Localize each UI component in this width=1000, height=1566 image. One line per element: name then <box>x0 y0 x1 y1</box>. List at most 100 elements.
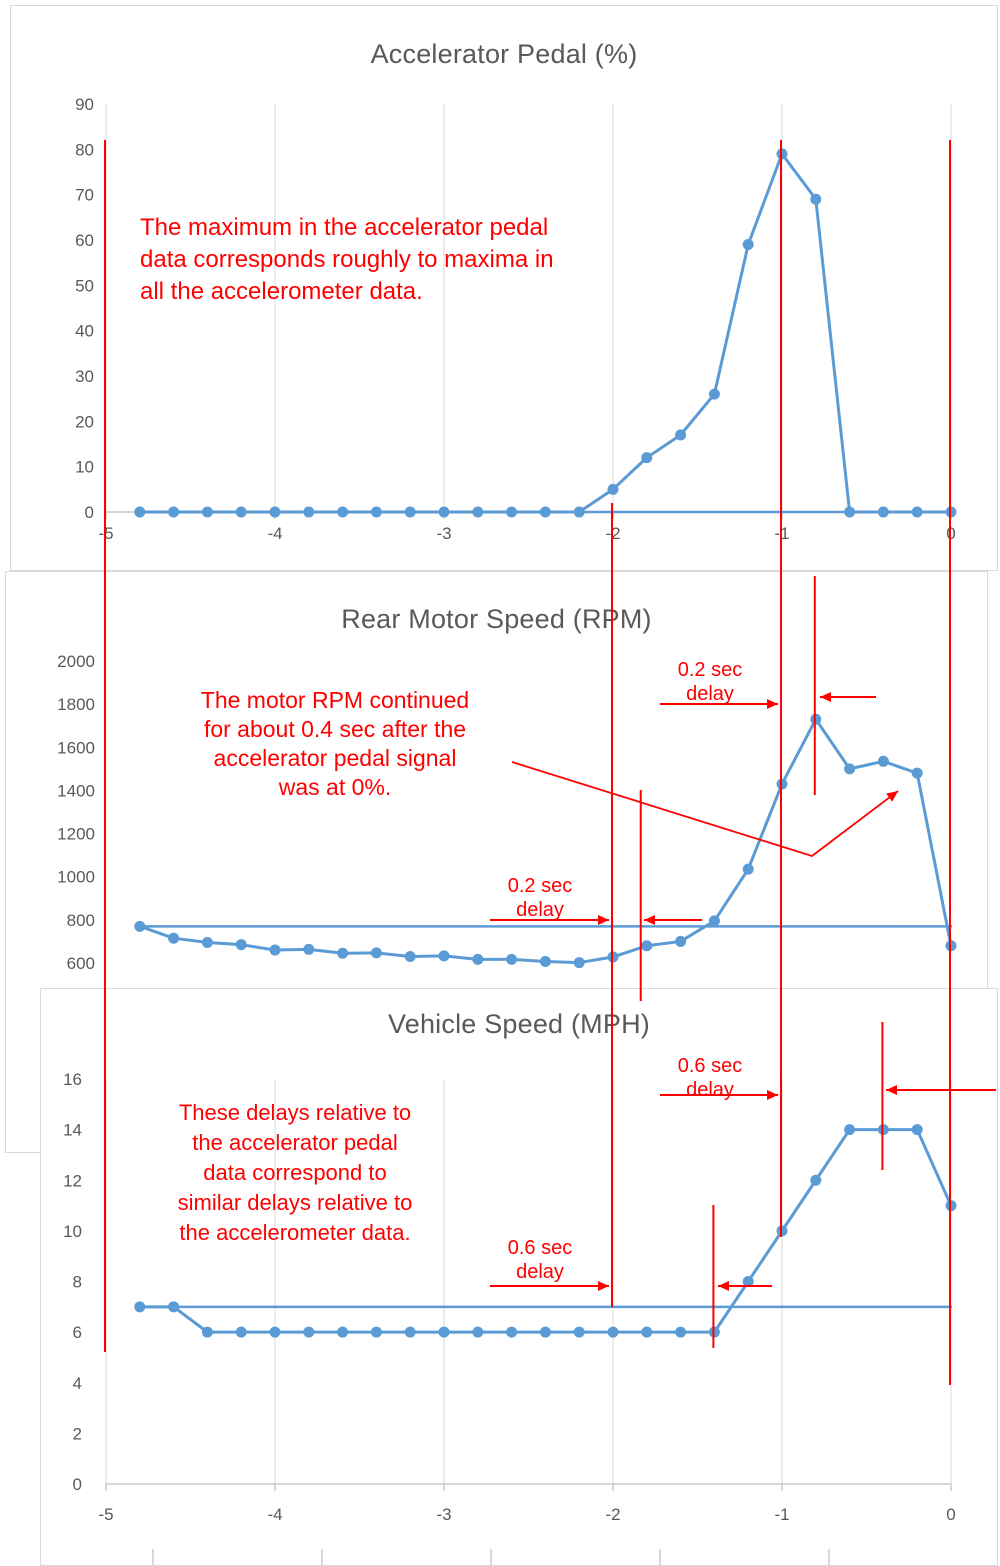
data-point-marker <box>708 915 720 927</box>
x-tick-label: -5 <box>98 524 113 543</box>
x-tick-label: -2 <box>605 1505 620 1524</box>
accelerator-pedal-title: Accelerator Pedal (%) <box>370 39 638 69</box>
annotation-delay-rpm-mid: 0.2 sec delay <box>507 875 573 921</box>
y-tick-label: 1000 <box>57 868 95 887</box>
data-point-marker <box>506 1326 518 1338</box>
y-tick-label: 0 <box>73 1475 82 1494</box>
annotation-vehicle-speed-note: These delays relative to the accelerator… <box>177 1100 413 1245</box>
y-tick-label: 30 <box>75 367 94 386</box>
y-tick-label: 60 <box>75 231 94 250</box>
data-point-marker <box>810 193 822 205</box>
data-point-marker <box>573 1326 585 1338</box>
y-tick-label: 600 <box>67 954 95 973</box>
y-tick-label: 1600 <box>57 738 95 757</box>
y-tick-label: 6 <box>73 1323 82 1342</box>
chart-panel-accelerator-pedal[interactable]: -5 -4 -3 -2 -1 0 90 80 70 60 50 40 30 20 10 0 Accelerat… <box>10 5 998 571</box>
data-point-marker <box>506 953 518 965</box>
data-point-marker <box>641 1326 653 1338</box>
y-tick-label: 70 <box>75 186 94 205</box>
y-tick-label: 50 <box>75 276 94 295</box>
y-tick-label: 0 <box>85 503 94 522</box>
data-point-marker <box>539 1326 551 1338</box>
data-point-marker <box>404 1326 416 1338</box>
data-point-marker <box>776 1225 788 1237</box>
data-point-marker <box>742 239 754 251</box>
data-point-marker <box>776 778 788 790</box>
data-point-marker <box>708 1326 720 1338</box>
data-point-marker <box>742 1276 754 1287</box>
data-point-marker <box>911 767 923 779</box>
x-tick-label: -4 <box>267 524 282 543</box>
accelerator-pedal-plot: -5 -4 -3 -2 -1 0 90 80 70 60 50 40 30 20 10 0 <box>75 95 957 543</box>
data-point-marker <box>438 1326 450 1338</box>
data-point-marker <box>370 1326 382 1338</box>
data-point-marker <box>370 947 382 959</box>
y-tick-label: 2000 <box>57 652 95 671</box>
data-point-marker <box>337 947 349 959</box>
data-point-marker <box>776 148 788 160</box>
data-point-marker <box>911 1124 923 1136</box>
data-point-marker <box>675 935 687 947</box>
y-tick-label: 1800 <box>57 695 95 714</box>
data-point-marker <box>235 939 247 951</box>
annotation-delay-speed-top: 0.6 sec delay <box>677 1055 743 1101</box>
x-tick-label: 0 <box>946 1505 955 1524</box>
series-line <box>138 152 953 514</box>
data-point-marker <box>168 932 180 944</box>
data-point-marker <box>337 1326 349 1338</box>
y-tick-label: 1200 <box>57 825 95 844</box>
y-tick-label: 800 <box>67 911 95 930</box>
vehicle-speed-plot: -5 -4 -3 -2 -1 0 16 14 12 10 8 6 4 2 0 <box>63 1070 957 1565</box>
x-tick-label: -3 <box>436 524 451 543</box>
data-point-marker <box>201 937 213 949</box>
y-tick-label: 16 <box>63 1070 82 1089</box>
data-point-marker <box>708 388 720 400</box>
y-tick-label: 10 <box>63 1222 82 1241</box>
x-tick-label: 0 <box>946 524 955 543</box>
chart-panel-vehicle-speed[interactable]: -5 -4 -3 -2 -1 0 16 14 12 10 8 6 4 2 0 Vehicle Speed (… <box>40 988 998 1566</box>
data-point-marker <box>641 452 653 464</box>
data-point-marker <box>945 1200 957 1212</box>
y-tick-label: 1400 <box>57 781 95 800</box>
rear-motor-speed-title: Rear Motor Speed (RPM) <box>341 604 652 634</box>
data-point-marker <box>269 944 281 956</box>
x-tick-label: -1 <box>774 524 789 543</box>
data-point-marker <box>877 1124 889 1136</box>
data-point-marker <box>742 863 754 875</box>
data-point-marker <box>404 951 416 963</box>
rear-motor-speed-plot: 2000 1800 1600 1400 1200 1000 800 600 <box>57 652 957 973</box>
y-tick-label: 14 <box>63 1121 82 1140</box>
data-point-marker <box>877 755 889 767</box>
annotation-motor-rpm-note: The motor RPM continued for about 0.4 se… <box>200 687 470 800</box>
data-point-marker <box>675 1326 687 1338</box>
data-point-marker <box>945 940 957 952</box>
y-tick-label: 80 <box>75 140 94 159</box>
data-point-marker <box>201 1326 213 1338</box>
vehicle-speed-title: Vehicle Speed (MPH) <box>388 1009 650 1039</box>
data-point-marker <box>641 940 653 952</box>
y-tick-label: 20 <box>75 412 94 431</box>
y-tick-label: 2 <box>73 1424 82 1443</box>
y-tick-label: 4 <box>73 1374 82 1393</box>
data-point-marker <box>810 713 822 725</box>
data-point-marker <box>675 429 687 441</box>
data-point-marker <box>607 483 619 495</box>
annotation-delay-speed-mid: 0.6 sec delay <box>507 1237 573 1283</box>
annotation-accelerator-note: The maximum in the accelerator pedal dat… <box>140 214 554 305</box>
x-tick-label: -4 <box>267 1505 282 1524</box>
y-tick-label: 40 <box>75 322 94 341</box>
x-tick-label: -5 <box>98 1505 113 1524</box>
data-point-marker <box>844 1124 856 1136</box>
data-point-marker <box>438 950 450 962</box>
data-point-marker <box>844 763 856 775</box>
data-point-marker <box>472 953 484 965</box>
data-point-marker <box>539 955 551 967</box>
x-tick-label: -1 <box>774 1505 789 1524</box>
data-point-marker <box>303 1326 315 1338</box>
y-tick-label: 12 <box>63 1171 82 1190</box>
y-tick-label: 10 <box>75 458 94 477</box>
data-point-marker <box>607 1326 619 1338</box>
x-tick-label: -3 <box>436 1505 451 1524</box>
data-point-marker <box>607 951 619 963</box>
